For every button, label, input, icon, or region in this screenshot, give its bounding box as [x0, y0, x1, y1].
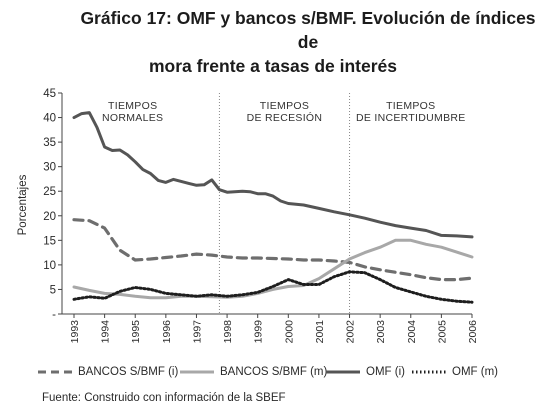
series-line-omf-m [72, 270, 474, 304]
x-tick-label: 1994 [100, 320, 112, 344]
y-tick-label: 15 [43, 235, 56, 247]
series-line-omf-i [72, 111, 474, 239]
x-tick-label: 2001 [314, 320, 326, 344]
legend-swatch-bancos-i [38, 370, 72, 374]
legend-swatch-omf-i [326, 370, 360, 374]
chart-series [72, 111, 474, 304]
y-tick-label: 20 [43, 211, 56, 223]
x-tick-label: 1993 [69, 320, 81, 344]
y-tick-label: 45 [43, 88, 56, 100]
x-tick-label: 2000 [283, 320, 295, 344]
region-label: DE INCERTIDUMBRE [356, 112, 466, 124]
x-tick-label: 1996 [161, 320, 173, 344]
legend-swatch-omf-m [412, 370, 446, 374]
legend-item-bancos-i: BANCOS S/BMF (i) [38, 366, 178, 378]
chart-axes: - 5 10 15 20 25 30 35 40 45 1993 1994 1995 1996 1997 19… [43, 88, 479, 343]
y-tick-label: 25 [43, 186, 56, 198]
y-tick-label: 40 [43, 113, 56, 125]
x-tick-label: 2004 [406, 320, 418, 344]
region-label: TIEMPOS [108, 100, 157, 112]
chart-title-line-1: Gráfico 17: OMF y bancos s/BMF. Evolució… [80, 8, 536, 52]
legend-item-omf-m: OMF (m) [412, 366, 498, 378]
chart-legend: BANCOS S/BMF (i) BANCOS S/BMF (m) OMF (i… [38, 366, 538, 384]
legend-item-bancos-m: BANCOS S/BMF (m) [180, 366, 327, 378]
x-tick-label: 1999 [253, 320, 265, 344]
legend-label-bancos-m: BANCOS S/BMF (m) [220, 366, 328, 378]
x-tick-label: 2003 [375, 320, 387, 344]
y-axis-label: Porcentajes [17, 174, 29, 235]
y-tick-label: - [52, 309, 56, 321]
x-tick-label: 1998 [222, 320, 234, 344]
legend-label-omf-i: OMF (i) [366, 366, 405, 378]
line-chart: - 5 10 15 20 25 30 35 40 45 1993 1994 1995 1996 1997 19… [17, 88, 479, 343]
region-label: DE RECESIÓN [247, 111, 323, 124]
series-line-bancos-s-bmf-m [72, 238, 474, 300]
legend-swatch-bancos-m [180, 370, 214, 374]
x-tick-label: 2006 [467, 320, 479, 344]
chart-title-line-2: mora frente a tasas de interés [148, 56, 398, 76]
chart-title: Gráfico 17: OMF y bancos s/BMF. Evolució… [0, 6, 538, 78]
y-tick-label: 30 [43, 162, 56, 174]
y-tick-label: 35 [43, 137, 56, 149]
legend-label-bancos-i: BANCOS S/BMF (i) [78, 366, 179, 378]
region-label: NORMALES [102, 112, 163, 124]
source-note: Fuente: Construido con información de la… [42, 392, 286, 404]
y-tick-label: 10 [43, 260, 56, 272]
legend-label-omf-m: OMF (m) [452, 366, 498, 378]
y-tick-label: 5 [50, 284, 56, 296]
legend-item-omf-i: OMF (i) [326, 366, 405, 378]
x-tick-label: 1995 [130, 320, 142, 344]
x-tick-label: 2002 [345, 320, 357, 344]
region-label: TIEMPOS [260, 100, 309, 112]
x-tick-label: 2005 [436, 320, 448, 344]
region-label: TIEMPOS [386, 100, 435, 112]
x-tick-label: 1997 [191, 320, 203, 344]
series-line-bancos-s-bmf-i [72, 218, 474, 282]
